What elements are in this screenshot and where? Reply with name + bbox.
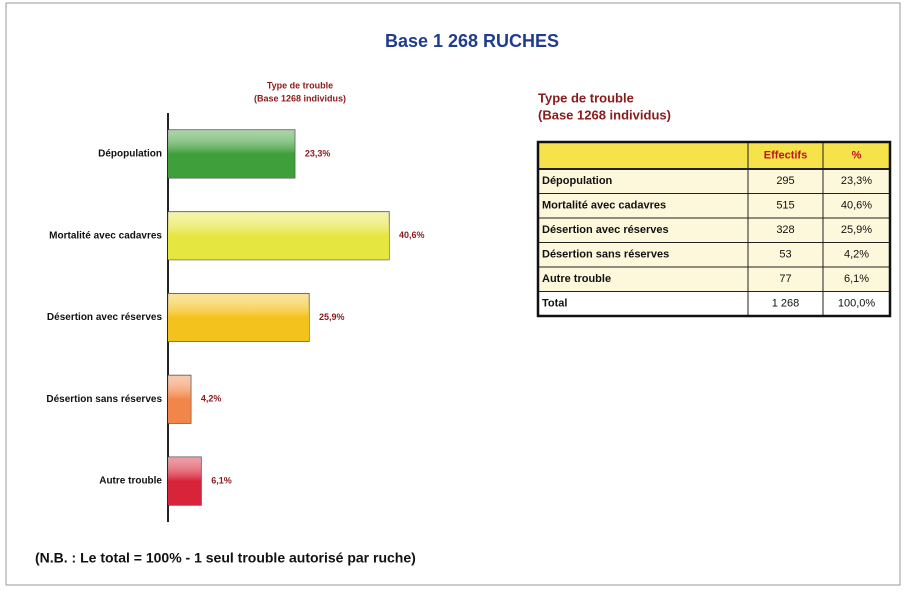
table-row-label: Désertion sans réserves — [542, 249, 669, 261]
table-row-bg — [538, 242, 890, 267]
table-row-bg — [538, 193, 890, 218]
table-row-label: Total — [542, 298, 567, 310]
category-label: Désertion sans réserves — [46, 394, 162, 405]
bar-shine — [168, 457, 202, 506]
table-row-bg — [538, 218, 890, 243]
table-cell: 328 — [776, 224, 794, 236]
table-cell: 100,0% — [838, 298, 876, 310]
table-cell: 23,3% — [841, 175, 872, 187]
value-label: 4,2% — [201, 394, 222, 404]
note: (N.B. : Le total = 100% - 1 seul trouble… — [35, 550, 416, 566]
category-label: Autre trouble — [99, 476, 162, 487]
table-row-bg — [538, 267, 890, 292]
table-column-header: % — [852, 149, 862, 161]
table-header-bg — [538, 142, 890, 169]
table-cell: 40,6% — [841, 200, 872, 212]
value-label: 40,6% — [399, 230, 425, 240]
table-cell: 6,1% — [844, 273, 869, 285]
table-border — [536, 140, 892, 318]
category-label: Dépopulation — [98, 149, 162, 160]
value-label: 23,3% — [305, 148, 331, 158]
table-row-label: Mortalité avec cadavres — [542, 200, 666, 212]
table-title: Type de trouble — [538, 90, 634, 105]
category-label: Désertion avec réserves — [47, 312, 163, 323]
category-label: Mortalité avec cadavres — [49, 230, 162, 241]
table-row-bg — [538, 291, 890, 316]
bar-shine — [168, 129, 295, 178]
table-cell: 25,9% — [841, 224, 872, 236]
table-cell: 77 — [779, 273, 791, 285]
bar-shine — [168, 211, 389, 260]
chart-subtitle: (Base 1268 individus) — [254, 93, 346, 103]
table-cell: 53 — [779, 249, 791, 261]
table-row-bg — [538, 169, 890, 194]
table-column-header: Effectifs — [764, 149, 807, 161]
bar-shine — [168, 375, 191, 424]
value-label: 25,9% — [319, 312, 345, 322]
table-row-label: Autre trouble — [542, 273, 611, 285]
table-cell: 295 — [776, 175, 794, 187]
table-cell: 1 268 — [772, 298, 800, 310]
table-row-label: Dépopulation — [542, 175, 613, 187]
chart-title: Type de trouble — [267, 80, 333, 90]
table-cell: 515 — [776, 200, 794, 212]
value-label: 6,1% — [211, 475, 232, 485]
table-row-label: Désertion avec réserves — [542, 224, 669, 236]
table-cell: 4,2% — [844, 249, 869, 261]
page-title: Base 1 268 RUCHES — [385, 31, 559, 51]
bar-shine — [168, 293, 309, 342]
table-subtitle: (Base 1268 individus) — [538, 107, 671, 122]
